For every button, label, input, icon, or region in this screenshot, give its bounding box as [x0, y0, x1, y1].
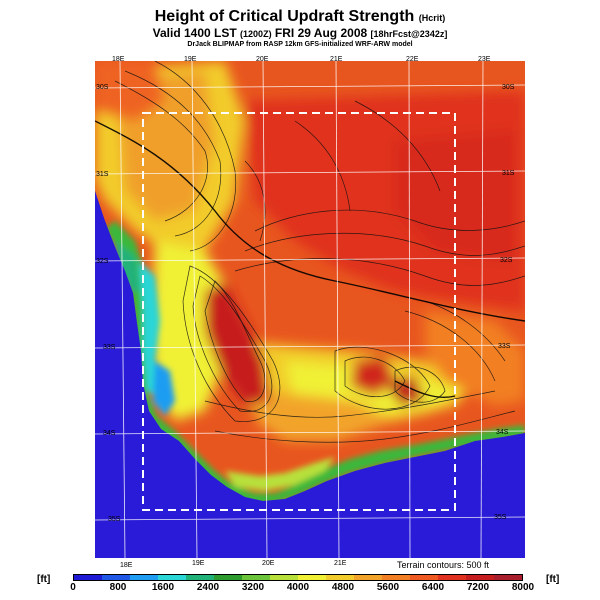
color-scale-tick-label: 2400	[196, 582, 220, 593]
valid-fcst: [18hrFcst@2342z]	[370, 29, 448, 39]
color-scale-tick-label: 1600	[151, 582, 175, 593]
lat-label-right: 30S	[502, 84, 515, 91]
title-main: Height of Critical Updraft Strength	[154, 8, 415, 25]
color-swatch	[410, 575, 438, 580]
valid-zulu: (1200Z)	[240, 29, 272, 39]
color-swatch	[354, 575, 382, 580]
lon-label-top: 19E	[184, 56, 197, 63]
color-scale-tick-label: 0	[70, 582, 76, 593]
lon-label-top: 18E	[112, 56, 125, 63]
color-swatch	[298, 575, 326, 580]
terrain-contour-note: Terrain contours: 500 ft	[397, 560, 490, 570]
lat-label-right: 32S	[500, 257, 513, 264]
color-scale-tick-label: 5600	[376, 582, 400, 593]
color-scale-tick-label: 8000	[511, 582, 535, 593]
lon-label-top: 23E	[478, 56, 491, 63]
lon-label-top: 21E	[330, 56, 343, 63]
color-swatch	[270, 575, 298, 580]
lon-label-bottom: 20E	[262, 560, 275, 567]
ocean-south	[95, 191, 525, 558]
color-swatch	[494, 575, 522, 580]
lat-label-left: 35S	[108, 516, 121, 523]
valid-main: Valid 1400 LST	[152, 26, 237, 40]
lat-label-left: 31S	[96, 171, 109, 178]
color-swatch	[102, 575, 130, 580]
color-scale-tick-label: 4000	[286, 582, 310, 593]
color-swatch	[130, 575, 158, 580]
map-title: Height of Critical Updraft Strength (Hcr…	[0, 8, 600, 26]
lat-label-right: 35S	[494, 514, 507, 521]
lat-label-left: 34S	[103, 430, 116, 437]
color-scale-tick-label: 6400	[421, 582, 445, 593]
color-swatch	[438, 575, 466, 580]
color-swatch	[242, 575, 270, 580]
lon-label-bottom: 18E	[120, 562, 133, 569]
unit-label-left: [ft]	[37, 574, 51, 585]
color-swatch	[214, 575, 242, 580]
lat-label-left: 32S	[96, 258, 109, 265]
color-scale-tick-label: 3200	[241, 582, 265, 593]
lat-label-right: 31S	[502, 170, 515, 177]
color-swatch	[186, 575, 214, 580]
color-swatch	[158, 575, 186, 580]
valid-date: FRI 29 Aug 2008	[274, 26, 368, 40]
lon-label-top: 22E	[406, 56, 419, 63]
model-credit: DrJack BLIPMAP from RASP 12km GFS-initia…	[187, 41, 413, 48]
color-swatch	[382, 575, 410, 580]
lat-label-right: 34S	[496, 429, 509, 436]
domain-box	[142, 112, 456, 511]
forecast-map[interactable]	[95, 61, 525, 558]
terrain-contours	[114, 61, 525, 443]
color-swatch	[466, 575, 494, 580]
lon-label-top: 20E	[256, 56, 269, 63]
map-canvas	[95, 61, 525, 558]
unit-label-right: [ft]	[546, 574, 560, 585]
color-swatch	[74, 575, 102, 580]
lat-label-left: 33S	[103, 344, 116, 351]
color-swatch	[326, 575, 354, 580]
lat-label-right: 33S	[498, 343, 511, 350]
lat-lon-grid	[95, 61, 525, 558]
lon-label-bottom: 21E	[334, 560, 347, 567]
color-scale-tick-label: 800	[109, 582, 127, 593]
lat-label-left: 30S	[96, 84, 109, 91]
title-unit: (Hcrit)	[418, 13, 446, 23]
valid-time: Valid 1400 LST (1200Z) FRI 29 Aug 2008 […	[0, 26, 600, 40]
lon-label-bottom: 19E	[192, 560, 205, 567]
color-scale-tick-label: 4800	[331, 582, 355, 593]
color-scale-tick-label: 7200	[466, 582, 490, 593]
color-scale-bar	[73, 574, 523, 581]
